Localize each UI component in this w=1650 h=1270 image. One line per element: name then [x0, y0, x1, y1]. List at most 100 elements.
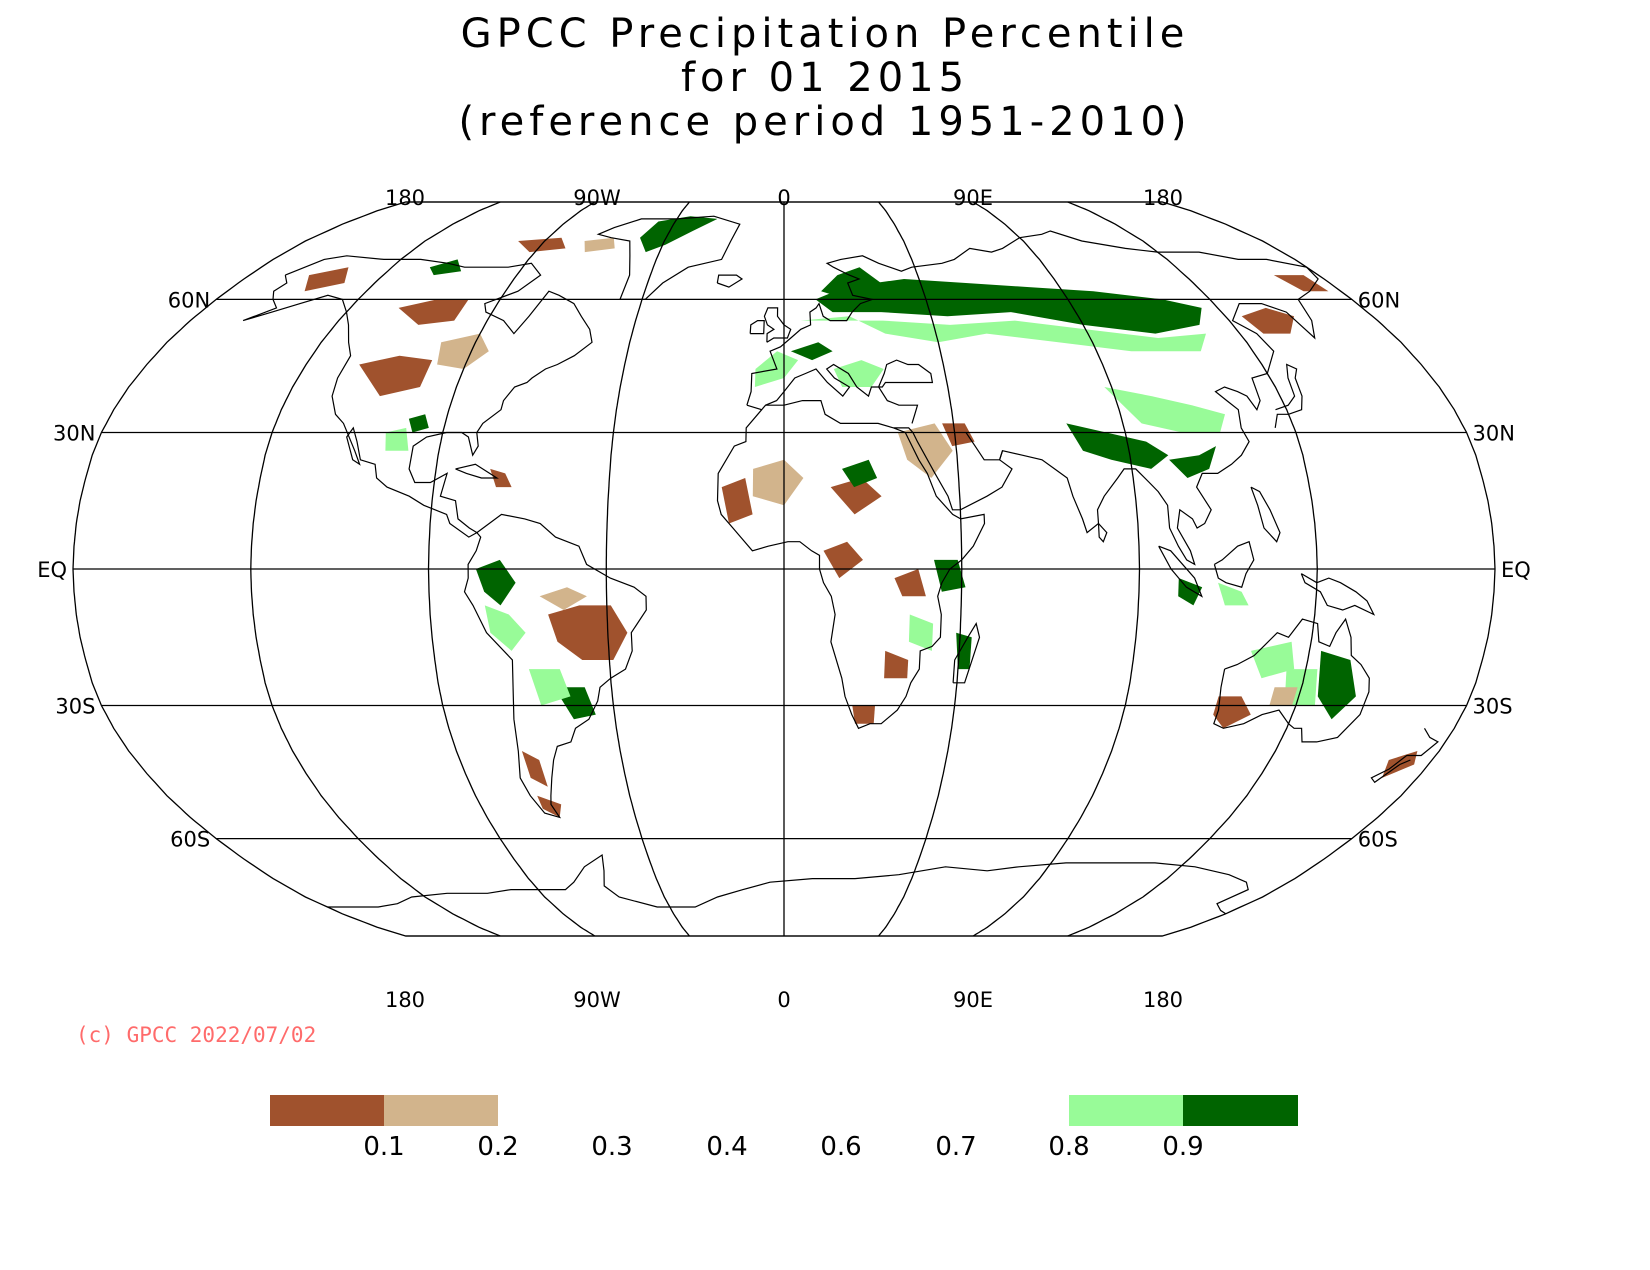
percentile-region-below-0-1: [852, 705, 875, 724]
coastline: [746, 230, 1319, 566]
percentile-region-below-0-1: [830, 478, 882, 515]
percentile-region-0-1-to-0-2: [437, 333, 489, 369]
coastline: [716, 409, 986, 730]
colorbar-tick-label: 0.4: [706, 1132, 748, 1162]
left-lat-label: EQ: [37, 558, 67, 582]
colorbar-tick-label: 0.1: [363, 1132, 405, 1162]
top-lon-label: 180: [1143, 186, 1183, 210]
percentile-region-0-8-to-0-9: [1218, 582, 1249, 606]
coastline: [1300, 573, 1376, 616]
percentile-region-above-0-9: [475, 559, 516, 606]
percentile-region-0-8-to-0-9: [1251, 641, 1295, 679]
top-lon-label: 180: [385, 186, 425, 210]
right-lat-label: 60N: [1358, 288, 1400, 312]
colorbar-swatch: [1069, 1095, 1183, 1126]
left-lat-label: 30N: [53, 421, 95, 445]
percentile-region-0-1-to-0-2: [584, 237, 615, 253]
percentile-region-below-0-1: [942, 423, 975, 447]
coastline: [763, 307, 792, 343]
bottom-lon-label: 90E: [953, 988, 993, 1012]
percentile-region-below-0-1: [1241, 307, 1294, 334]
percentile-region-above-0-9: [842, 459, 878, 488]
colorbar-tick-label: 0.7: [935, 1132, 977, 1162]
top-lon-label: 90W: [573, 186, 621, 210]
coastline: [1097, 523, 1108, 543]
percentile-region-0-1-to-0-2: [752, 459, 804, 506]
left-lat-label: 60S: [170, 828, 210, 852]
percentile-region-below-0-1: [894, 569, 926, 597]
coastline: [716, 274, 744, 288]
grid-labels: 180 90W 0 90E 180 180 90W 0 90E 180 60N 30N EQ 30S 60S…: [37, 186, 1531, 1012]
coastline: [1274, 363, 1303, 428]
percentile-region-above-0-9: [934, 559, 966, 592]
percentile-region-0-8-to-0-9: [528, 669, 571, 706]
percentile-region-below-0-1: [548, 605, 628, 660]
copyright-text: (c) GPCC 2022/07/02: [76, 1023, 317, 1047]
percentile-region-below-0-1: [304, 267, 349, 292]
percentile-region-below-0-1: [1273, 275, 1329, 292]
coastline: [463, 513, 647, 819]
percentile-region-above-0-9: [790, 342, 833, 361]
percentile-region-0-1-to-0-2: [897, 423, 953, 478]
coastline: [952, 622, 981, 684]
percentile-region-above-0-9: [1169, 446, 1216, 478]
colorbar-tick-label: 0.8: [1048, 1132, 1090, 1162]
percentile-region-above-0-9: [1066, 423, 1169, 469]
percentile-region-above-0-9: [408, 414, 429, 433]
top-lon-label: 0: [777, 186, 790, 210]
bottom-lon-label: 180: [385, 988, 425, 1012]
top-lon-label: 90E: [953, 186, 993, 210]
percentile-region-above-0-9: [640, 216, 718, 253]
percentile-region-0-1-to-0-2: [539, 587, 587, 610]
percentile-region-0-8-to-0-9: [484, 605, 526, 651]
percentile-region-below-0-1: [823, 541, 863, 579]
coastline: [242, 255, 593, 538]
percentile-region-0-8-to-0-9: [908, 614, 934, 651]
percentile-region-below-0-1: [490, 468, 512, 488]
right-lat-label: EQ: [1501, 558, 1531, 582]
percentile-region-below-0-1: [521, 751, 548, 787]
percentile-region-below-0-1: [537, 795, 562, 818]
title-line-3: (reference period 1951-2010): [458, 99, 1192, 145]
percentile-region-0-8-to-0-9: [385, 427, 409, 451]
coastline: [765, 359, 934, 424]
percentile-region-above-0-9: [821, 267, 881, 300]
percentile-region-0-1-to-0-2: [1269, 687, 1298, 706]
coastline: [1370, 727, 1439, 784]
colorbar-tick-label: 0.9: [1162, 1132, 1204, 1162]
percentile-region-below-0-1: [721, 478, 753, 524]
title-line-2: for 01 2015: [680, 55, 970, 101]
coastline: [455, 463, 499, 479]
percentile-region-below-0-1: [398, 299, 469, 325]
coastline: [749, 320, 765, 335]
bottom-lon-label: 90W: [573, 988, 621, 1012]
colorbar-tick-label: 0.6: [820, 1132, 862, 1162]
right-lat-label: 30S: [1473, 695, 1513, 719]
right-lat-label: 30N: [1473, 421, 1515, 445]
colorbar-swatch: [384, 1095, 498, 1126]
percentile-region-above-0-9: [1317, 650, 1356, 720]
coastline: [1213, 617, 1370, 743]
percentile-region-0-8-to-0-9: [800, 316, 1206, 352]
coastlines: [242, 215, 1439, 915]
bottom-lon-label: 0: [777, 988, 790, 1012]
percentile-region-0-8-to-0-9: [1104, 387, 1225, 433]
percentile-region-below-0-1: [359, 355, 433, 397]
colorbar-tick-label: 0.2: [477, 1132, 519, 1162]
percentile-region-above-0-9: [429, 259, 462, 276]
coastline: [327, 853, 1249, 915]
colorbar-tick-label: 0.3: [591, 1132, 633, 1162]
percentile-shading: [304, 216, 1418, 818]
colorbar-swatch: [270, 1095, 384, 1126]
left-lat-label: 30S: [55, 695, 95, 719]
percentile-region-above-0-9: [815, 279, 1202, 334]
bottom-lon-label: 180: [1143, 988, 1183, 1012]
right-lat-label: 60S: [1358, 828, 1398, 852]
left-lat-label: 60N: [168, 288, 210, 312]
coastline: [965, 432, 1004, 461]
percentile-region-below-0-1: [1213, 696, 1251, 729]
colorbar-swatch: [1183, 1095, 1298, 1126]
graticule: [72, 201, 1496, 937]
coastline: [1213, 540, 1255, 588]
